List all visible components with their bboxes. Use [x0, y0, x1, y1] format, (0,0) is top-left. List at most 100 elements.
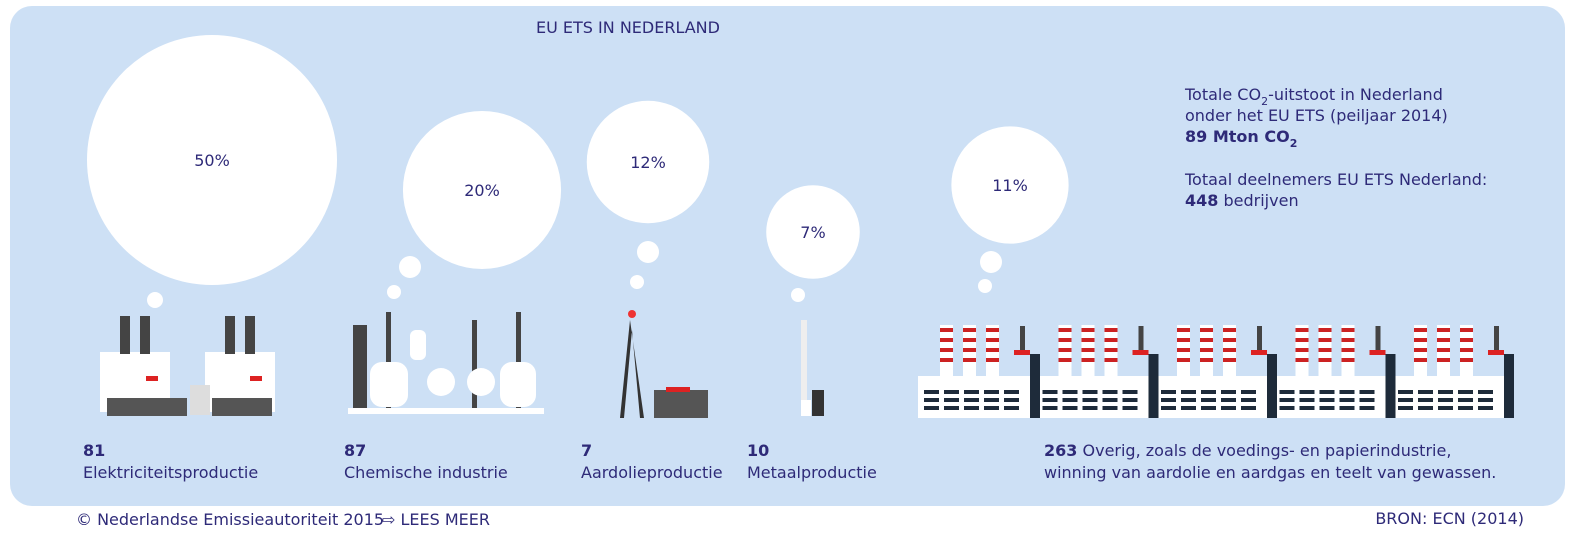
chimney-band	[963, 328, 976, 332]
wall	[1386, 354, 1396, 418]
chimney-band	[1200, 328, 1213, 332]
window	[1360, 390, 1375, 394]
chimney-band	[1296, 328, 1309, 332]
chimney-band	[986, 338, 999, 342]
chimney-band	[1082, 358, 1095, 362]
chimney-band	[1437, 358, 1450, 362]
chimney-band	[1177, 328, 1190, 332]
chimney-band	[1105, 338, 1118, 342]
chimney-band	[1200, 358, 1213, 362]
chimney-band	[1059, 338, 1072, 342]
window	[1201, 398, 1216, 402]
stack-top	[1370, 350, 1386, 355]
window	[1201, 406, 1216, 410]
chimney-band	[1177, 348, 1190, 352]
window	[1161, 406, 1176, 410]
chimney-band	[1414, 348, 1427, 352]
share-label: 7%	[800, 223, 825, 242]
chimney-band	[940, 358, 953, 362]
window	[1320, 406, 1335, 410]
window	[1161, 390, 1176, 394]
chimney-band	[1223, 338, 1236, 342]
window	[1043, 398, 1058, 402]
window	[964, 390, 979, 394]
stack	[1020, 326, 1025, 351]
window	[1478, 398, 1493, 402]
chimney-band	[1319, 358, 1332, 362]
window	[1280, 398, 1295, 402]
wall	[1149, 354, 1159, 418]
window	[984, 406, 999, 410]
chimney-band	[1059, 348, 1072, 352]
wall	[1267, 354, 1277, 418]
sector-count: 7	[581, 441, 592, 460]
chimney-band	[1319, 338, 1332, 342]
stack	[1257, 326, 1262, 351]
window	[1181, 406, 1196, 410]
sector-count: 87	[344, 441, 366, 460]
stack-top	[1014, 350, 1030, 355]
chimney-band	[963, 338, 976, 342]
window	[1161, 398, 1176, 402]
window	[1300, 398, 1315, 402]
title: EU ETS IN NEDERLAND	[536, 18, 720, 37]
window	[1043, 390, 1058, 394]
window	[1458, 398, 1473, 402]
window	[1221, 398, 1236, 402]
chimney-band	[1200, 338, 1213, 342]
chimney-band	[1414, 328, 1427, 332]
window	[1398, 406, 1413, 410]
stack	[1494, 326, 1499, 351]
window	[1360, 406, 1375, 410]
read-more-link[interactable]: ⇨ LEES MEER	[382, 510, 490, 529]
chimney-band	[1105, 348, 1118, 352]
copyright: © Nederlandse Emissieautoriteit 2015	[76, 510, 384, 529]
window	[1221, 406, 1236, 410]
window	[1221, 390, 1236, 394]
participants: 448 bedrijven	[1185, 191, 1299, 210]
sector-label: Elektriciteitsproductie	[83, 463, 258, 482]
window	[1063, 398, 1078, 402]
chimney-band	[1105, 358, 1118, 362]
chimney-band	[1177, 358, 1190, 362]
window	[924, 398, 939, 402]
source: BRON: ECN (2014)	[1375, 509, 1524, 528]
window	[1438, 398, 1453, 402]
chimney-band	[1296, 338, 1309, 342]
chimney-band	[1437, 348, 1450, 352]
stack-top	[1133, 350, 1149, 355]
chimney-band	[1319, 328, 1332, 332]
chimney-band	[1059, 328, 1072, 332]
wall	[1030, 354, 1040, 418]
window	[1181, 390, 1196, 394]
window	[1004, 406, 1019, 410]
window	[1438, 406, 1453, 410]
sector-label: Metaalproductie	[747, 463, 877, 482]
window	[1103, 406, 1118, 410]
window	[1004, 390, 1019, 394]
window	[1478, 390, 1493, 394]
window	[1458, 406, 1473, 410]
chimney-band	[1342, 348, 1355, 352]
chimney-band	[940, 348, 953, 352]
chimney-band	[1223, 328, 1236, 332]
window	[964, 398, 979, 402]
window	[1103, 390, 1118, 394]
window	[984, 390, 999, 394]
chimney-band	[1460, 328, 1473, 332]
window	[1083, 406, 1098, 410]
sector-label: 263 Overig, zoals de voedings- en papier…	[1044, 441, 1451, 460]
window	[1398, 390, 1413, 394]
chimney-band	[963, 348, 976, 352]
window	[1083, 398, 1098, 402]
window	[1340, 398, 1355, 402]
window	[1201, 390, 1216, 394]
chimney-band	[1223, 358, 1236, 362]
window	[1123, 390, 1138, 394]
emissions-text: onder het EU ETS (peiljaar 2014)	[1185, 106, 1448, 125]
window	[944, 398, 959, 402]
chimney-band	[986, 358, 999, 362]
window	[1398, 398, 1413, 402]
stack-top	[1488, 350, 1504, 355]
window	[1458, 390, 1473, 394]
